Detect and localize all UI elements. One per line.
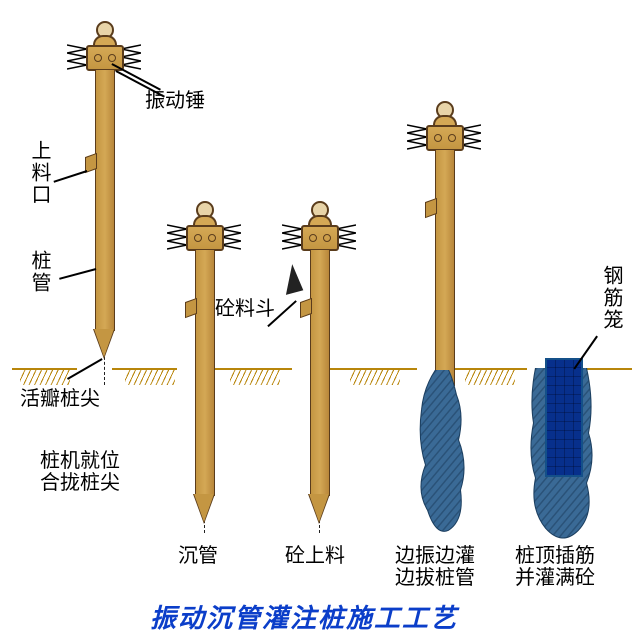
concrete-blob bbox=[412, 370, 472, 540]
leader-tube bbox=[59, 268, 96, 279]
concrete-bucket bbox=[279, 263, 304, 295]
label-cage: 钢筋笼 bbox=[600, 265, 622, 331]
diagram-title: 振动沉管灌注桩施工工艺 bbox=[150, 598, 458, 635]
caption-2: 沉管 bbox=[178, 545, 218, 567]
leader-inlet bbox=[53, 170, 87, 182]
label-bucket: 砼料斗 bbox=[215, 298, 275, 320]
label-tip: 活瓣桩尖 bbox=[20, 388, 100, 410]
leader-cage bbox=[573, 336, 597, 370]
pile-tube bbox=[95, 69, 115, 331]
label-hammer: 振动锤 bbox=[145, 90, 205, 112]
label-tube: 桩管 bbox=[28, 250, 50, 294]
caption-5: 桩顶插筋 并灌满砼 bbox=[515, 545, 595, 589]
caption-4: 边振边灌 边拔桩管 bbox=[395, 545, 475, 589]
caption-1: 桩机就位 合拢桩尖 bbox=[40, 450, 120, 494]
caption-3: 砼上料 bbox=[285, 545, 345, 567]
pile-tip bbox=[94, 329, 114, 357]
spring-left bbox=[67, 43, 87, 73]
rebar-cage bbox=[545, 358, 583, 477]
label-inlet: 上料口 bbox=[28, 140, 50, 206]
